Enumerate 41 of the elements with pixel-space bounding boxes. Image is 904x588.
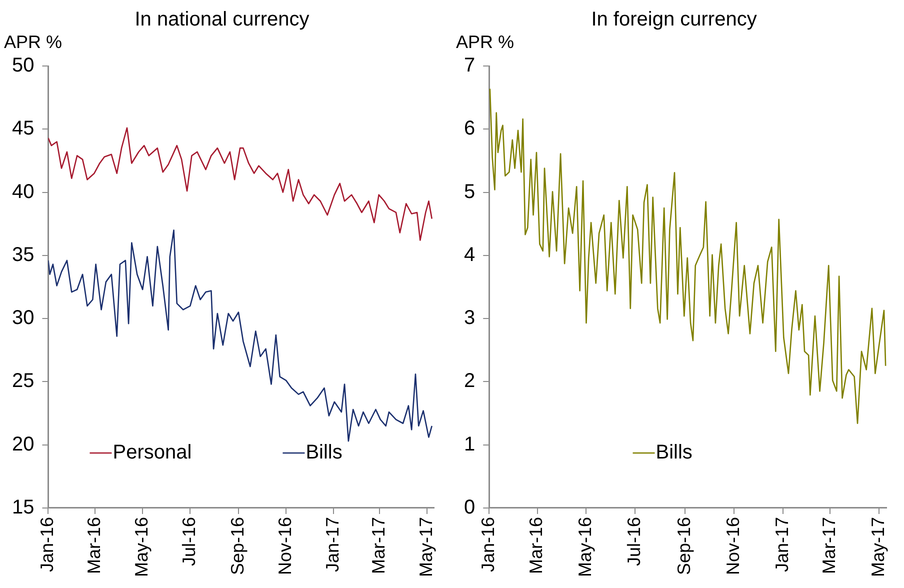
x-tick-label: Mar-17: [368, 516, 389, 574]
x-tick-label: May-17: [416, 516, 436, 578]
x-tick-label: May-17: [868, 516, 888, 578]
y-tick-label: 6: [464, 118, 476, 140]
x-tick-label: Mar-16: [84, 516, 104, 574]
y-tick-label: 7: [464, 54, 476, 77]
y-tick-label: 50: [12, 54, 34, 77]
chart-title: In foreign currency: [591, 8, 757, 31]
y-tick-label: 2: [464, 370, 476, 392]
legend-label: Bills: [656, 441, 692, 464]
legend-label: Bills: [306, 441, 342, 464]
y-axis-title: APR %: [4, 32, 62, 52]
legend-label: Personal: [112, 441, 192, 464]
y-axis-title: APR %: [456, 32, 514, 52]
x-tick-label: Jan-16: [37, 516, 58, 572]
x-tick-label: Jan-17: [322, 516, 343, 572]
y-tick-label: 1: [464, 433, 476, 456]
y-tick-label: 4: [464, 244, 476, 266]
y-tick-label: 40: [12, 180, 34, 203]
x-tick-label: Jan-16: [478, 516, 498, 572]
x-tick-label: May-16: [132, 516, 152, 578]
chart-title: In national currency: [134, 8, 310, 31]
y-tick-label: 0: [464, 496, 476, 518]
y-tick-label: 20: [12, 433, 34, 456]
y-tick-label: 30: [12, 307, 34, 330]
y-tick-label: 3: [464, 307, 476, 330]
y-tick-label: 5: [464, 180, 476, 203]
y-tick-label: 35: [12, 244, 34, 266]
x-tick-label: Jul-16: [624, 516, 644, 566]
x-tick-label: Nov-16: [275, 516, 296, 576]
y-tick-label: 45: [12, 118, 34, 140]
x-tick-label: May-16: [575, 516, 596, 578]
x-tick-label: Mar-17: [819, 516, 840, 574]
x-tick-label: Jul-16: [179, 516, 200, 566]
x-tick-label: Sep-16: [674, 516, 694, 576]
x-tick-label: Jan-17: [772, 516, 792, 572]
x-tick-label: Nov-16: [722, 516, 743, 576]
x-tick-label: Mar-16: [526, 516, 546, 574]
y-tick-label: 25: [12, 370, 34, 392]
x-tick-label: Sep-16: [227, 516, 248, 576]
y-tick-label: 15: [12, 496, 34, 518]
